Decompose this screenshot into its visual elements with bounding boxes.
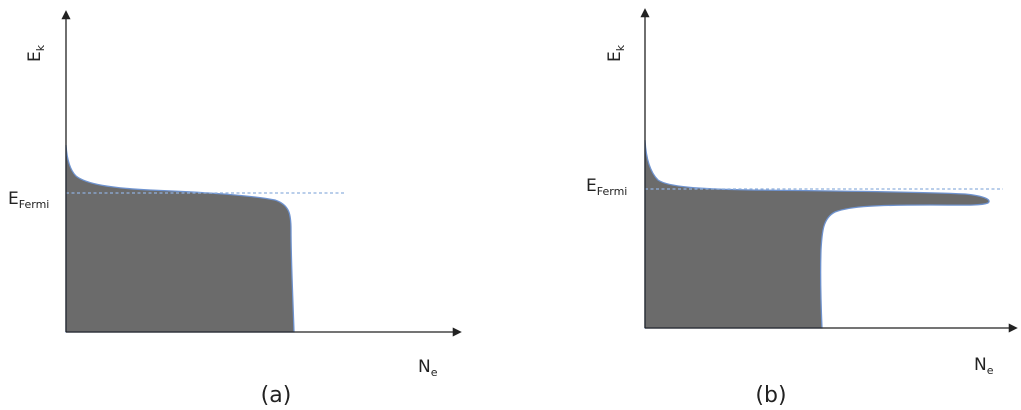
- panel-a-fermi-label-sub: Fermi: [19, 198, 50, 211]
- panel-b-x-axis-label: Ne: [974, 355, 994, 377]
- panel-a-occupied-states: [65, 144, 295, 333]
- panel-b-label: (b): [755, 383, 786, 408]
- panel-a-x-axis-label-main: N: [418, 357, 431, 377]
- panel-b-y-axis-label-main: E: [605, 51, 625, 62]
- panel-b-x-axis-label-main: N: [974, 355, 987, 375]
- panel-a-y-axis-label-sub: k: [34, 44, 47, 51]
- panel-b-fermi-label-sub: Fermi: [597, 185, 628, 198]
- panel-b-x-axis-label-sub: e: [987, 364, 994, 377]
- panel-a-label: (a): [261, 383, 292, 408]
- panel-a-x-axis-label: Ne: [418, 357, 438, 379]
- panel-a-y-axis-label: Ek: [25, 44, 47, 62]
- panel-b-fermi-label-main: E: [586, 176, 597, 196]
- panel-a-fermi-label: EFermi: [8, 189, 49, 211]
- panel-b-occupied-states: [644, 139, 990, 329]
- panel-a: Ek EFermi Ne (a): [8, 10, 462, 408]
- panel-a-fermi-label-main: E: [8, 189, 19, 209]
- panel-b: Ek EFermi Ne (b): [586, 8, 1018, 408]
- panel-b-y-axis-label: Ek: [605, 44, 627, 62]
- panel-b-y-axis-label-sub: k: [614, 44, 627, 51]
- panel-b-fermi-label: EFermi: [586, 176, 627, 198]
- panel-a-y-axis-label-main: E: [25, 51, 45, 62]
- panel-a-x-axis-label-sub: e: [431, 366, 438, 379]
